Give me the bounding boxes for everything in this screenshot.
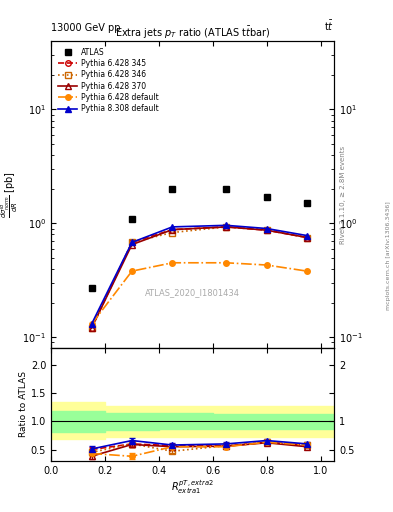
Pythia 8.308 default <box>305 232 309 239</box>
Pythia 6.428 default <box>264 262 269 268</box>
Line: Pythia 6.428 default: Pythia 6.428 default <box>89 260 310 327</box>
Pythia 6.428 345 <box>305 234 309 241</box>
Pythia 6.428 346 <box>305 234 309 241</box>
ATLAS <box>264 194 269 200</box>
ATLAS <box>89 285 94 291</box>
ATLAS <box>305 200 309 206</box>
ATLAS <box>170 186 175 192</box>
Pythia 6.428 345 <box>170 226 175 232</box>
Pythia 6.428 default <box>170 260 175 266</box>
Pythia 6.428 346 <box>89 325 94 331</box>
Pythia 6.428 default <box>89 321 94 327</box>
ATLAS <box>130 216 134 222</box>
Pythia 6.428 346 <box>264 226 269 232</box>
Pythia 6.428 345 <box>264 227 269 233</box>
Pythia 8.308 default <box>130 239 134 245</box>
Pythia 6.428 345 <box>224 224 229 230</box>
Pythia 6.428 346 <box>130 239 134 245</box>
Pythia 6.428 370 <box>224 224 229 230</box>
Pythia 6.428 345 <box>130 239 134 245</box>
Y-axis label: Ratio to ATLAS: Ratio to ATLAS <box>19 372 28 437</box>
Legend: ATLAS, Pythia 6.428 345, Pythia 6.428 346, Pythia 6.428 370, Pythia 6.428 defaul: ATLAS, Pythia 6.428 345, Pythia 6.428 34… <box>55 45 162 116</box>
Line: Pythia 6.428 370: Pythia 6.428 370 <box>89 224 310 331</box>
Pythia 6.428 370 <box>130 242 134 248</box>
Pythia 6.428 default <box>224 260 229 266</box>
Pythia 8.308 default <box>89 321 94 327</box>
Pythia 8.308 default <box>224 222 229 228</box>
X-axis label: $R^{pT,extra2}_{extra1}$: $R^{pT,extra2}_{extra1}$ <box>171 478 214 496</box>
Pythia 6.428 default <box>305 268 309 274</box>
Text: mcplots.cern.ch [arXiv:1306.3436]: mcplots.cern.ch [arXiv:1306.3436] <box>386 202 391 310</box>
Line: Pythia 6.428 345: Pythia 6.428 345 <box>89 224 310 331</box>
Pythia 6.428 345 <box>89 325 94 331</box>
Pythia 6.428 370 <box>89 325 94 331</box>
Line: Pythia 8.308 default: Pythia 8.308 default <box>89 223 310 327</box>
Text: ATLAS_2020_I1801434: ATLAS_2020_I1801434 <box>145 288 240 297</box>
Text: 13000 GeV pp: 13000 GeV pp <box>51 23 121 33</box>
Text: Rivet 3.1.10, ≥ 2.8M events: Rivet 3.1.10, ≥ 2.8M events <box>340 145 346 244</box>
Line: ATLAS: ATLAS <box>88 185 310 291</box>
Y-axis label: $\frac{d\sigma^{id}_{norm}}{dR}$ [pb]: $\frac{d\sigma^{id}_{norm}}{dR}$ [pb] <box>0 171 20 218</box>
Pythia 6.428 370 <box>264 227 269 233</box>
Pythia 8.308 default <box>170 224 175 230</box>
Pythia 6.428 370 <box>170 226 175 232</box>
Pythia 6.428 346 <box>224 224 229 230</box>
Title: Extra jets $p_T$ ratio (ATLAS t$\bar{t}$bar): Extra jets $p_T$ ratio (ATLAS t$\bar{t}$… <box>115 25 270 41</box>
ATLAS <box>224 186 229 192</box>
Pythia 6.428 370 <box>305 234 309 241</box>
Text: t$\bar{t}$: t$\bar{t}$ <box>324 19 334 33</box>
Pythia 8.308 default <box>264 225 269 231</box>
Line: Pythia 6.428 346: Pythia 6.428 346 <box>89 224 310 331</box>
Pythia 6.428 default <box>130 268 134 274</box>
Pythia 6.428 346 <box>170 229 175 236</box>
